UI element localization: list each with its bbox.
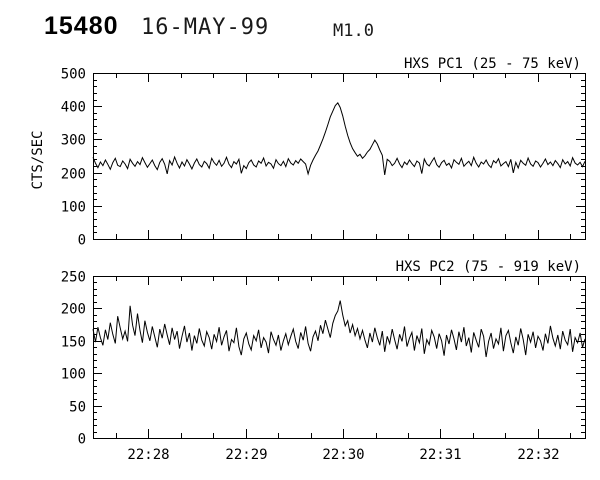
lightcurve-trace [92,102,586,176]
goes-class: M1.0 [333,21,374,41]
y-tick-label: 300 [61,133,86,149]
y-tick-label: 400 [61,100,86,116]
y-tick-label: 50 [69,400,86,416]
y-tick-label: 0 [78,432,86,448]
event-number: 15480 [44,12,119,40]
y-tick-label: 100 [61,367,86,383]
x-tick-label: 22:30 [322,447,364,463]
x-tick-label: 22:29 [225,447,267,463]
y-tick-label: 500 [61,67,86,83]
plot-frame [93,276,586,439]
plot-frame [93,73,586,240]
panel-title: HXS PC2 (75 - 919 keV) [396,259,581,275]
event-date: 16-MAY-99 [141,15,270,40]
lightcurve-panel-2: 0 50 100 150 200 250 22:28 22:29 22:30 22:31 22:32… [61,259,586,463]
lightcurve-panel-1: 0 100 200 300 400 500 HXS PC1 (25 - 75 keV) CTS… [30,56,586,249]
x-tick-label: 22:31 [419,447,461,463]
y-tick-label: 150 [61,335,86,351]
y-axis-title: CTS/SEC [30,130,46,189]
y-tick-label: 200 [61,167,86,183]
x-tick-label: 22:32 [517,447,559,463]
y-tick-label: 250 [61,270,86,286]
y-tick-label: 0 [78,233,86,249]
panel-title: HXS PC1 (25 - 75 keV) [404,56,581,72]
lightcurve-trace [92,300,586,358]
x-tick-label: 22:28 [127,447,169,463]
y-tick-label: 200 [61,302,86,318]
y-tick-label: 100 [61,200,86,216]
